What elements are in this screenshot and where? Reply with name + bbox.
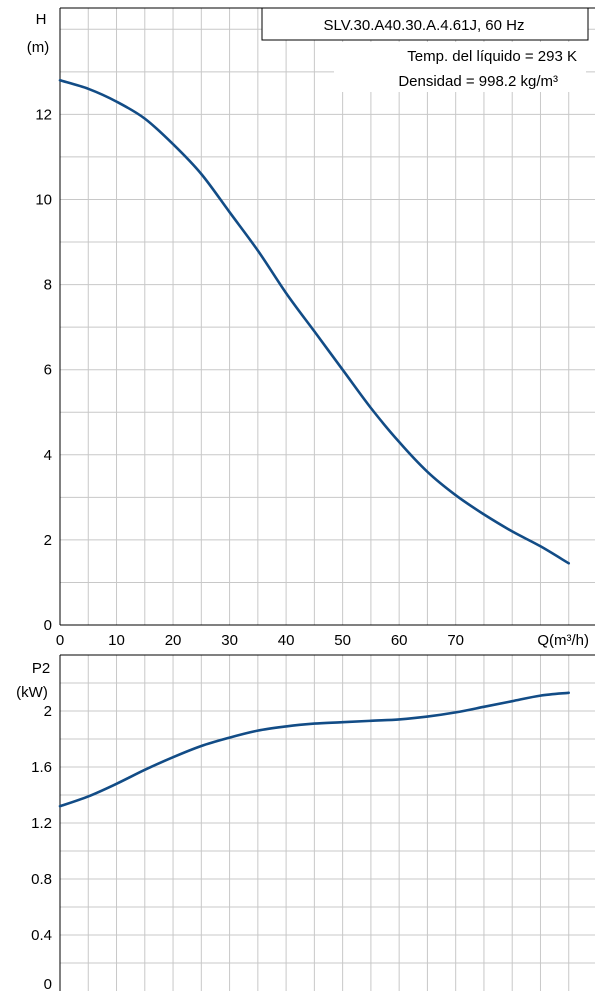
flow-x-tick-label: 70 <box>447 632 464 649</box>
temperature-label: Temp. del líquido = 293 K <box>407 48 577 65</box>
power-y-tick-label: 0.8 <box>31 871 52 888</box>
flow-x-tick-label: 30 <box>221 632 238 649</box>
head-curve-line <box>58 79 570 565</box>
power-y-tick-label: 2 <box>44 703 52 720</box>
head-y-tick-label: 6 <box>44 362 52 379</box>
flow-x-tick-label: 0 <box>56 632 64 649</box>
head-y-tick-label: 8 <box>44 277 52 294</box>
curves <box>58 79 570 808</box>
power-y-tick-label: 0.4 <box>31 927 52 944</box>
power-unit-label: (kW) <box>16 684 48 701</box>
flow-x-tick-label: 50 <box>334 632 351 649</box>
head-y-tick-label: 4 <box>44 447 52 464</box>
flow-x-tick-label: 10 <box>108 632 125 649</box>
tick-labels: 0 2 4 6 8 10 12 0 10 20 30 40 50 60 70 0 0.4 0.8 1.2 1.6 2 <box>31 106 464 991</box>
density-label: Densidad = 998.2 kg/m³ <box>398 73 558 90</box>
power-y-tick-label: 1.6 <box>31 759 52 776</box>
conditions-background <box>334 42 586 92</box>
flow-x-tick-label: 40 <box>278 632 295 649</box>
head-y-tick-label: 0 <box>44 617 52 634</box>
flow-axis-label: Q(m³/h) <box>537 632 589 649</box>
flow-x-tick-label: 60 <box>391 632 408 649</box>
power-curve-line <box>58 691 570 808</box>
model-info-box <box>261 7 589 41</box>
head-y-tick-label: 10 <box>35 191 52 208</box>
flow-x-tick-label: 20 <box>165 632 182 649</box>
head-chart-grid <box>59 7 595 626</box>
power-y-tick-label: 1.2 <box>31 815 52 832</box>
head-unit-label: (m) <box>27 39 50 56</box>
head-axis-label: H <box>36 11 47 28</box>
head-y-tick-label: 12 <box>35 106 52 123</box>
model-label: SLV.30.A40.30.A.4.61J, 60 Hz <box>324 17 525 34</box>
head-y-tick-label: 2 <box>44 532 52 549</box>
power-axis-label: P2 <box>32 660 50 677</box>
power-y-tick-label: 0 <box>44 976 52 991</box>
power-chart-grid <box>59 654 595 991</box>
